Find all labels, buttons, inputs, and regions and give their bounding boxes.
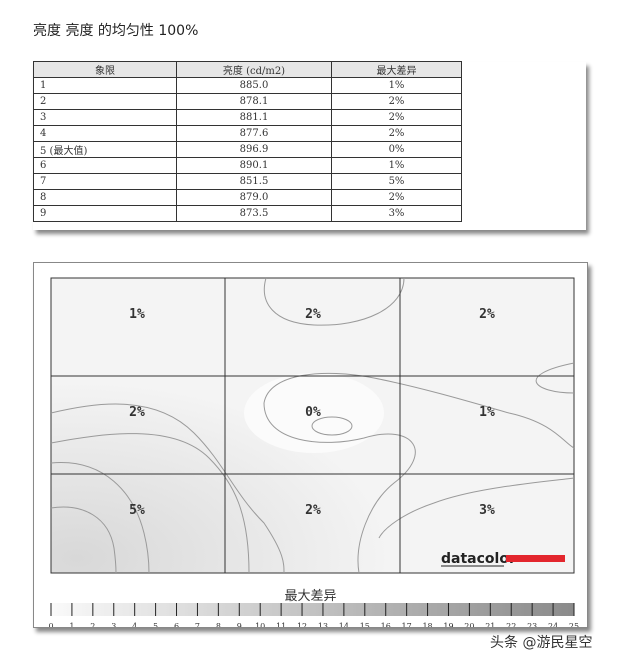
page-title: 亮度 亮度 的均匀性 100% bbox=[33, 23, 199, 39]
table-cell: 881.1 bbox=[176, 109, 332, 126]
table-cell: 851.5 bbox=[176, 173, 332, 190]
table-cell: 890.1 bbox=[176, 157, 332, 174]
legend-gradient-bar bbox=[51, 603, 574, 616]
legend-tick-label: 7 bbox=[195, 622, 200, 627]
legend-tick-label: 2 bbox=[90, 622, 95, 627]
legend-tick-label: 10 bbox=[255, 622, 265, 627]
table-row: 5 (最大值) 896.9 0% bbox=[33, 141, 462, 158]
contour-line bbox=[311, 416, 353, 436]
quadrant-value: 2% bbox=[129, 405, 145, 420]
quadrant-value: 0% bbox=[305, 405, 321, 420]
legend-tick-label: 22 bbox=[506, 622, 516, 627]
logo-red-bar bbox=[506, 555, 565, 562]
legend-tick-label: 20 bbox=[464, 622, 474, 627]
table-cell: 3% bbox=[331, 205, 462, 222]
legend-tick-label: 19 bbox=[443, 622, 453, 627]
table-cell: 1% bbox=[331, 157, 462, 174]
col-header: 象限 bbox=[33, 61, 177, 78]
table-cell: 896.9 bbox=[176, 141, 332, 158]
legend-tick-label: 18 bbox=[422, 622, 432, 627]
legend-tick-label: 3 bbox=[111, 622, 116, 627]
quadrant-value: 3% bbox=[479, 503, 495, 518]
legend-tick-label: 12 bbox=[297, 622, 307, 627]
quadrant-value: 1% bbox=[479, 405, 495, 420]
table-cell: 879.0 bbox=[176, 189, 332, 206]
table-row: 7 851.5 5% bbox=[33, 173, 462, 190]
contour-line bbox=[50, 403, 285, 574]
table-row: 4 877.6 2% bbox=[33, 125, 462, 142]
table-cell: 4 bbox=[33, 125, 177, 142]
legend-tick-label: 1 bbox=[69, 622, 74, 627]
legend-tick-label: 0 bbox=[48, 622, 53, 627]
legend-tick-label: 16 bbox=[381, 622, 391, 627]
legend-tick-label: 24 bbox=[548, 622, 558, 627]
quadrant-value: 2% bbox=[305, 307, 321, 322]
table-row: 6 890.1 1% bbox=[33, 157, 462, 174]
contour-line bbox=[263, 402, 416, 574]
table-row: 1 885.0 1% bbox=[33, 77, 462, 94]
uniformity-chart-panel: 1% 2% 2% 2% 0% 1% 5% 2% 3% datacolor 0 1 2 3 4 5 6 7 8 9 10 1… bbox=[33, 262, 588, 628]
legend-tick-label: 9 bbox=[237, 622, 242, 627]
table-cell: 878.1 bbox=[176, 93, 332, 110]
datacolor-logo: datacolor bbox=[441, 551, 516, 567]
contour-line bbox=[535, 362, 575, 394]
quadrant-value: 2% bbox=[305, 503, 321, 518]
quadrant-value: 2% bbox=[479, 307, 495, 322]
table-cell: 7 bbox=[33, 173, 177, 190]
table-cell: 3 bbox=[33, 109, 177, 126]
table-cell: 873.5 bbox=[176, 205, 332, 222]
luminance-table: 象限 亮度 (cd/m2) 最大差异 1 885.0 1% 2 878.1 2% 3 881.… bbox=[33, 61, 462, 222]
table-row: 2 878.1 2% bbox=[33, 93, 462, 110]
contour-line bbox=[50, 462, 150, 574]
table-row: 9 873.5 3% bbox=[33, 205, 462, 222]
table-cell: 877.6 bbox=[176, 125, 332, 142]
contour-line bbox=[263, 372, 575, 449]
contour-line bbox=[50, 433, 250, 574]
legend-tick-label: 21 bbox=[485, 622, 495, 627]
table-cell: 5 (最大值) bbox=[33, 141, 177, 158]
table-cell: 2% bbox=[331, 189, 462, 206]
table-cell: 9 bbox=[33, 205, 177, 222]
table-cell: 1% bbox=[331, 77, 462, 94]
contour-line bbox=[378, 477, 575, 539]
table-cell: 2 bbox=[33, 93, 177, 110]
table-cell: 5% bbox=[331, 173, 462, 190]
legend-tick-label: 14 bbox=[339, 622, 349, 627]
legend-tick-label: 4 bbox=[132, 622, 137, 627]
table-row: 3 881.1 2% bbox=[33, 109, 462, 126]
legend-tick-label: 17 bbox=[402, 622, 412, 627]
legend-tick-label: 8 bbox=[216, 622, 221, 627]
quadrant-value: 1% bbox=[129, 307, 145, 322]
table-row: 8 879.0 2% bbox=[33, 189, 462, 206]
brightest-region bbox=[244, 373, 384, 453]
legend-tick-label: 23 bbox=[527, 622, 537, 627]
legend-tick-label: 5 bbox=[153, 622, 158, 627]
table-cell: 2% bbox=[331, 109, 462, 126]
legend-title: 最大差异 bbox=[284, 589, 337, 604]
contour-line bbox=[50, 506, 117, 574]
table-cell: 885.0 bbox=[176, 77, 332, 94]
table-cell: 1 bbox=[33, 77, 177, 94]
quadrant-value: 5% bbox=[129, 503, 145, 518]
legend-tick-label: 15 bbox=[360, 622, 370, 627]
col-header: 亮度 (cd/m2) bbox=[176, 61, 332, 78]
legend-tick-label: 6 bbox=[174, 622, 179, 627]
table-cell: 8 bbox=[33, 189, 177, 206]
table-cell: 6 bbox=[33, 157, 177, 174]
legend-tick-label: 11 bbox=[276, 622, 286, 627]
col-header: 最大差异 bbox=[331, 61, 462, 78]
table-cell: 2% bbox=[331, 93, 462, 110]
legend-tick-label: 25 bbox=[569, 622, 579, 627]
watermark: 头条 @游民星空 bbox=[490, 635, 593, 651]
table-cell: 0% bbox=[331, 141, 462, 158]
contour-line bbox=[263, 277, 405, 326]
table-cell: 2% bbox=[331, 125, 462, 142]
legend-tick-label: 13 bbox=[318, 622, 328, 627]
